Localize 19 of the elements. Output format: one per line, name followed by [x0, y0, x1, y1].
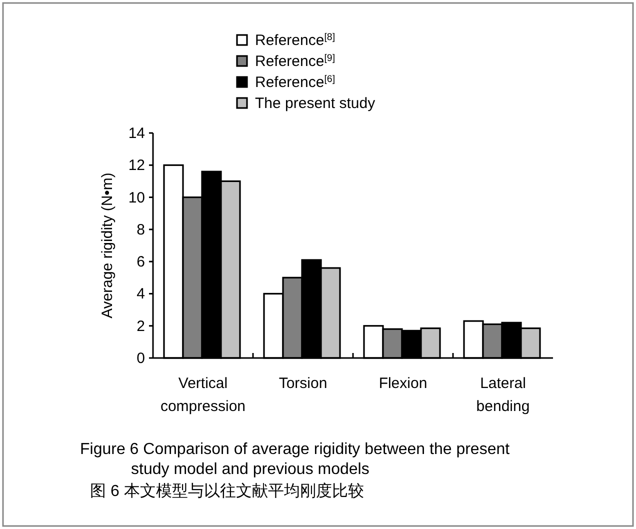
y-tick-label: 2 — [136, 318, 145, 335]
legend-label: Reference$^{[8]}$ — [255, 32, 336, 49]
y-tick-label: 6 — [136, 254, 145, 271]
x-tick-label: Vertical compression — [160, 375, 246, 415]
caption: 图 6 本文模型与以往文献平均刚度比较 — [90, 482, 364, 500]
x-tick-label: Torsion — [278, 375, 328, 392]
y-tick-label: 4 — [136, 286, 145, 303]
y-tick-label: 8 — [136, 221, 145, 238]
y-axis-title: Average rigidity (N•m) — [99, 172, 116, 318]
y-tick-label: 14 — [128, 125, 145, 142]
x-tick-label: Flexion — [378, 375, 428, 392]
y-tick-label: 12 — [128, 157, 145, 174]
legend-label: The present study — [255, 95, 376, 112]
y-tick-label: 0 — [136, 350, 145, 367]
caption: Figure 6 Comparison of average rigidity between the present study model and previous models — [80, 441, 510, 478]
y-tick-label: 10 — [128, 189, 145, 206]
legend-label: Reference$^{[9]}$ — [255, 52, 336, 70]
legend-label: Reference$^{[6]}$ — [255, 74, 336, 91]
x-tick-label: Lateral bending — [476, 375, 530, 415]
